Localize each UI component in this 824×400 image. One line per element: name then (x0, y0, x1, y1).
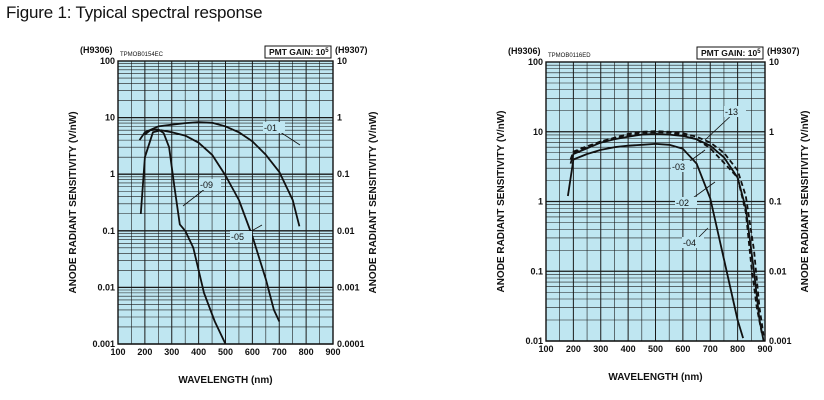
series-line-04 (567, 142, 744, 339)
gain-label: PMT GAIN: 105 (269, 47, 329, 57)
curve-label: -03 (672, 162, 685, 172)
y-tick-label-right: 10 (337, 56, 347, 66)
y-axis-label-left: ANODE RADIANT SENSITIVITY (V/nW) (496, 110, 507, 292)
chart-1: 100 200 300 400 500 600 700 800 900 100 10 1 0.1 0.01… (68, 45, 379, 386)
chart-2: 100 200 300 400 500 600 700 800 900 100 10 1 0.1 0.01… (496, 46, 811, 383)
x-tick-label: 800 (730, 344, 745, 354)
plot-frame (545, 61, 766, 342)
y-tick-label-left: 100 (100, 56, 115, 66)
y-tick-label-left: 1 (110, 169, 115, 179)
y-axis-label-right: ANODE RADIANT SENSITIVITY (V/nW) (368, 111, 379, 293)
x-axis-label: WAVELENGTH (nm) (178, 375, 272, 386)
y-axis-label-left: ANODE RADIANT SENSITIVITY (V/nW) (68, 111, 79, 293)
grid (545, 62, 766, 342)
left-model-label: (H9306) (508, 46, 541, 56)
x-tick-label: 100 (110, 347, 125, 357)
gain-box (696, 46, 764, 60)
y-tick-label-right: 1 (337, 113, 342, 123)
x-tick-label: 500 (218, 347, 233, 357)
y-tick-label-left: 0.01 (97, 282, 115, 292)
figure-code: TPMOB0154EC (120, 52, 164, 58)
x-axis-label: WAVELENGTH (nm) (608, 372, 702, 383)
x-tick-label: 100 (538, 344, 553, 354)
y-tick-label-left: 100 (528, 57, 543, 67)
x-tick-label: 400 (621, 344, 636, 354)
label-bg (263, 122, 285, 133)
x-tick-label: 700 (272, 347, 287, 357)
series-line-05 (139, 129, 281, 322)
label-bg (675, 197, 697, 208)
figure-code: TPMOB0116ED (548, 53, 591, 59)
x-tick-label: 400 (191, 347, 206, 357)
y-axis-label-right: ANODE RADIANT SENSITIVITY (V/nW) (800, 110, 811, 292)
y-tick-label-left: 0.1 (102, 226, 115, 236)
y-tick-label-right: 1 (769, 127, 774, 137)
label-bg (682, 237, 704, 248)
curve-label: -05 (231, 232, 244, 242)
label-bg (230, 231, 252, 242)
y-tick-label-right: 0.001 (337, 282, 360, 292)
left-model-label: (H9306) (80, 45, 113, 55)
x-tick-label: 800 (299, 347, 314, 357)
curve-label: -04 (683, 238, 696, 248)
x-tick-label: 900 (757, 344, 772, 354)
y-tick-label-right: 0.001 (769, 336, 792, 346)
y-tick-label-right: 0.1 (769, 197, 782, 207)
x-tick-label: 900 (325, 347, 340, 357)
x-tick-label: 300 (593, 344, 608, 354)
series-line-01 (138, 121, 301, 227)
y-tick-label-left: 1 (538, 197, 543, 207)
label-bg (724, 106, 746, 117)
x-tick-label: 300 (164, 347, 179, 357)
series-line-09 (144, 128, 227, 345)
right-model-label: (H9307) (335, 45, 368, 55)
gain-exponent: 5 (325, 48, 329, 54)
label-bg (671, 161, 693, 172)
y-tick-label-right: 10 (769, 57, 779, 67)
figure-title: Figure 1: Typical spectral response (6, 3, 263, 22)
y-tick-label-left: 10 (105, 113, 115, 123)
y-tick-label-right: 0.0001 (337, 339, 365, 349)
gain-box (264, 45, 332, 59)
curve-label: -01 (264, 123, 277, 133)
series-line-03 (569, 131, 764, 336)
x-tick-label: 600 (245, 347, 260, 357)
curve-label: -02 (676, 198, 689, 208)
curve-label: -09 (200, 180, 213, 190)
y-tick-label-left: 0.01 (525, 336, 543, 346)
x-tick-label: 600 (675, 344, 690, 354)
x-tick-label: 200 (566, 344, 581, 354)
y-tick-label-left: 0.001 (92, 339, 115, 349)
x-tick-label: 200 (137, 347, 152, 357)
gain-label: PMT GAIN: 105 (701, 48, 761, 58)
gain-exponent: 5 (757, 49, 761, 55)
y-tick-label-left: 10 (533, 127, 543, 137)
x-tick-label: 500 (648, 344, 663, 354)
x-tick-label: 700 (703, 344, 718, 354)
y-tick-label-right: 0.1 (337, 169, 350, 179)
y-tick-label-right: 0.01 (337, 226, 355, 236)
y-tick-label-left: 0.1 (530, 266, 543, 276)
curve-label: -13 (725, 107, 738, 117)
label-bg (199, 179, 221, 190)
right-model-label: (H9307) (767, 46, 800, 56)
y-tick-label-right: 0.01 (769, 266, 787, 276)
